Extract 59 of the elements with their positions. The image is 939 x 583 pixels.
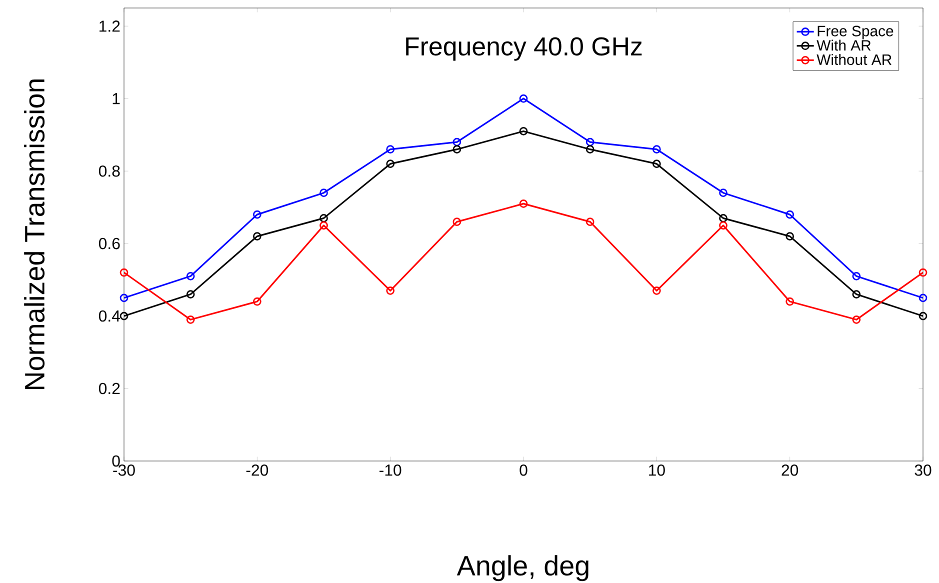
x-tick-label: -30 bbox=[113, 464, 135, 476]
y-tick-label: 1 bbox=[112, 93, 120, 104]
x-tick-label: 0 bbox=[520, 464, 528, 476]
point bbox=[719, 221, 728, 230]
legend-label: With AR bbox=[816, 40, 871, 51]
point bbox=[918, 294, 928, 302]
point bbox=[852, 290, 861, 298]
point bbox=[719, 188, 728, 198]
point bbox=[652, 160, 661, 168]
legend-label: Without AR bbox=[816, 54, 892, 65]
y-tick-label: 0.2 bbox=[98, 382, 120, 394]
point bbox=[120, 312, 128, 320]
point bbox=[452, 145, 462, 154]
y-tick-label: 1.2 bbox=[100, 20, 120, 32]
point bbox=[719, 214, 728, 222]
point bbox=[786, 210, 794, 219]
y-tick-label: 0.6 bbox=[98, 238, 120, 250]
point bbox=[120, 268, 128, 277]
point bbox=[852, 272, 861, 280]
y-tick-label: 0.4 bbox=[98, 310, 120, 322]
x-tick-label: 20 bbox=[782, 464, 798, 476]
x-axis-title: Angle, deg bbox=[456, 555, 588, 582]
point bbox=[452, 218, 462, 226]
point bbox=[852, 315, 861, 324]
y-tick-label: 0 bbox=[112, 455, 120, 467]
point bbox=[519, 200, 528, 208]
point bbox=[252, 297, 262, 306]
point bbox=[652, 286, 661, 295]
legend-label: Free Space bbox=[818, 26, 894, 40]
point bbox=[320, 188, 328, 198]
point bbox=[519, 127, 528, 136]
point bbox=[519, 94, 528, 103]
point bbox=[586, 145, 594, 154]
point bbox=[786, 297, 794, 306]
point bbox=[586, 138, 594, 146]
text: Frequency 40.0 GHz bbox=[406, 37, 642, 61]
y-tick-label: 0.8 bbox=[98, 165, 120, 177]
point bbox=[586, 218, 594, 226]
x-tick-label: 10 bbox=[649, 464, 665, 476]
point bbox=[386, 160, 395, 168]
point bbox=[786, 232, 794, 240]
y-axis-title: Normalized Transmission bbox=[24, 80, 45, 390]
point bbox=[120, 294, 128, 302]
x-tick-label: -10 bbox=[380, 464, 402, 476]
point bbox=[320, 221, 328, 230]
point bbox=[452, 138, 462, 146]
point bbox=[186, 290, 195, 298]
point bbox=[186, 272, 195, 280]
point bbox=[252, 232, 262, 240]
x-tick-label: -20 bbox=[246, 464, 268, 476]
point bbox=[252, 210, 262, 219]
x-tick-label: 30 bbox=[914, 464, 932, 476]
point bbox=[320, 214, 328, 222]
point bbox=[386, 286, 395, 295]
point bbox=[918, 268, 928, 277]
point bbox=[386, 145, 395, 154]
point bbox=[652, 145, 661, 154]
point bbox=[918, 312, 928, 320]
point bbox=[186, 315, 195, 324]
